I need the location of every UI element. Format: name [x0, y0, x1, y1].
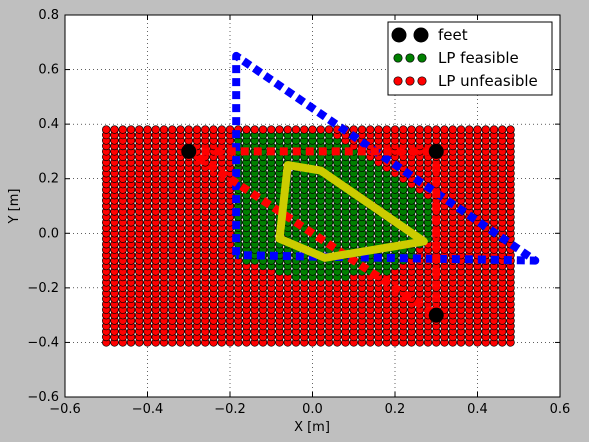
axis-ticks: −0.6 −0.4 −0.2 0.0 0.2 0.4 0.6 −0.6 −0.4 −0.2 0.0 0…: [27, 8, 570, 417]
y-tick-label: 0.8: [38, 8, 59, 23]
lp-unfeasible-point: [308, 125, 317, 134]
lp-unfeasible-point: [506, 125, 515, 134]
lp-unfeasible-point: [101, 125, 111, 134]
lp-unfeasible-point: [151, 125, 161, 134]
lp-unfeasible-point: [192, 125, 202, 134]
lp-unfeasible-point: [168, 125, 177, 134]
x-tick-label: −0.6: [49, 402, 81, 417]
legend-label: LP unfeasible: [438, 72, 538, 90]
legend-marker: [391, 27, 407, 43]
lp-unfeasible-point: [498, 125, 507, 134]
legend-marker: [405, 76, 415, 86]
lp-unfeasible-point: [489, 125, 499, 134]
lp-unfeasible-point: [423, 125, 433, 134]
legend-marker: [393, 53, 403, 63]
foot-marker: [181, 143, 197, 159]
feet-markers: [181, 143, 444, 323]
lp-unfeasible-point: [275, 125, 284, 134]
foot-marker: [428, 143, 444, 159]
feasible-region-outline: [275, 161, 428, 262]
x-tick-label: 0.6: [550, 402, 571, 417]
lp-unfeasible-point: [143, 125, 152, 134]
lp-unfeasible-point: [176, 125, 185, 134]
legend-label: feet: [438, 26, 468, 44]
lp-unfeasible-point: [481, 125, 491, 134]
lp-unfeasible-point: [465, 125, 474, 134]
lp-unfeasible-point: [382, 125, 392, 134]
lp-unfeasible-point: [159, 125, 169, 134]
lp-unfeasible-point: [316, 125, 326, 134]
x-tick-label: 0.4: [467, 402, 488, 417]
lp-unfeasible-point: [432, 125, 441, 134]
legend-label: LP feasible: [438, 49, 519, 67]
lp-unfeasible-point: [291, 125, 301, 134]
lp-unfeasible-point: [473, 125, 482, 134]
y-tick-label: 0.2: [38, 172, 59, 187]
lp-unfeasible-point: [283, 125, 293, 134]
lp-unfeasible-point: [267, 125, 276, 134]
lp-unfeasible-point: [126, 125, 136, 134]
x-tick-label: −0.4: [132, 402, 164, 417]
support-polygon-outline: [232, 51, 540, 265]
y-tick-label: 0.4: [38, 117, 59, 132]
x-tick-label: 0.2: [385, 402, 406, 417]
lp-unfeasible-point: [184, 125, 194, 134]
y-tick-label: −0.2: [27, 281, 59, 296]
lp-unfeasible-point: [366, 125, 375, 134]
lp-unfeasible-point: [407, 125, 416, 134]
lp-unfeasible-point: [399, 125, 408, 134]
legend-marker: [417, 53, 427, 63]
lp-unfeasible-point: [448, 125, 458, 134]
support-polygons: [186, 51, 540, 320]
y-tick-label: 0.6: [38, 63, 59, 78]
lp-unfeasible-point: [300, 125, 309, 134]
lp-unfeasible-point: [118, 125, 127, 134]
lp-unfeasible-point: [135, 125, 144, 134]
lp-unfeasible-point: [357, 125, 367, 134]
legend-marker: [413, 27, 429, 43]
lp-unfeasible-point: [209, 125, 218, 134]
lp-unfeasible-point: [258, 125, 268, 134]
lp-unfeasible-point: [415, 125, 425, 134]
x-tick-label: 0.0: [302, 402, 323, 417]
lp-unfeasible-point: [242, 125, 251, 134]
lp-unfeasible-point: [201, 125, 210, 134]
lp-unfeasible-point: [225, 125, 235, 134]
y-tick-label: −0.6: [27, 390, 59, 405]
x-tick-label: −0.2: [214, 402, 246, 417]
legend: feet LP feasible LP unfeasible: [387, 21, 553, 96]
lp-unfeasible-point: [110, 125, 119, 134]
x-axis-label: X [m]: [294, 420, 330, 435]
lp-unfeasible-point: [217, 125, 227, 134]
lp-unfeasible-point: [440, 125, 449, 134]
lp-unfeasible-point: [456, 125, 466, 134]
support-polygon-outline: [186, 147, 441, 320]
lp-unfeasible-point: [324, 125, 334, 134]
y-tick-label: 0.0: [38, 226, 59, 241]
legend-marker: [405, 53, 415, 63]
lp-unfeasible-point: [390, 125, 400, 134]
lp-unfeasible-point: [250, 125, 260, 134]
legend-marker: [417, 76, 427, 86]
foot-marker: [428, 307, 444, 323]
y-axis-label: Y [m]: [7, 189, 22, 225]
lp-unfeasible-point: [374, 125, 383, 134]
legend-marker: [393, 76, 403, 86]
y-tick-label: −0.4: [27, 335, 59, 350]
